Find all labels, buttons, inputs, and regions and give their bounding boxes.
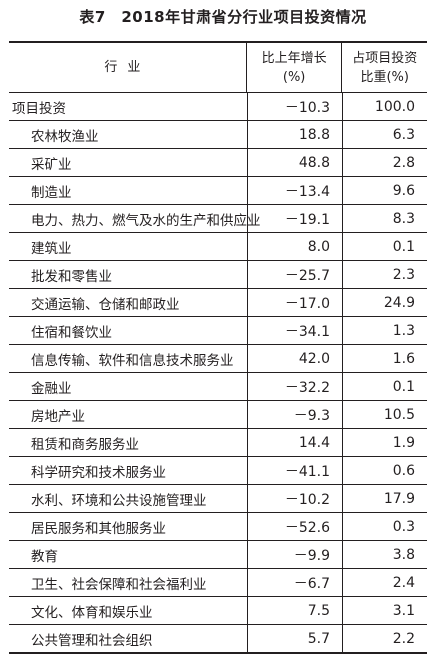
share-value: 2.3 xyxy=(342,261,427,288)
table-row: 科学研究和技术服务业 －41.1 0.6 xyxy=(9,457,427,485)
industry-name: 房地产业 xyxy=(31,408,85,425)
industry-name: 教育 xyxy=(31,548,58,565)
table-title: 表7 2018年甘肃省分行业项目投资情况 xyxy=(79,8,367,26)
share-value: 0.6 xyxy=(342,457,427,484)
table-row: 文化、体育和娱乐业 7.5 3.1 xyxy=(9,597,427,625)
table-row: 交通运输、仓储和邮政业 －17.0 24.9 xyxy=(9,289,427,317)
table-row: 教育 －9.9 3.8 xyxy=(9,541,427,569)
table-row: 农林牧渔业 18.8 6.3 xyxy=(9,121,427,149)
industry-name: 金融业 xyxy=(31,380,72,397)
growth-value: 14.4 xyxy=(247,429,342,456)
industry-name: 采矿业 xyxy=(31,156,72,173)
share-value: 2.8 xyxy=(342,149,427,176)
growth-value: －19.1 xyxy=(247,205,342,232)
header-share-line2: 比重(%) xyxy=(360,69,409,85)
header-growth: 比上年增长 (%) xyxy=(245,43,342,92)
table-row: 项目投资 －10.3 100.0 xyxy=(9,93,427,121)
share-value: 6.3 xyxy=(342,121,427,148)
table-row: 住宿和餐饮业 －34.1 1.3 xyxy=(9,317,427,345)
growth-value: －34.1 xyxy=(247,317,342,344)
growth-value: －41.1 xyxy=(247,457,342,484)
table-row: 房地产业 －9.3 10.5 xyxy=(9,401,427,429)
table-row: 金融业 －32.2 0.1 xyxy=(9,373,427,401)
growth-value: 18.8 xyxy=(247,121,342,148)
growth-value: －9.9 xyxy=(247,541,342,568)
industry-name: 建筑业 xyxy=(31,240,72,257)
header-industry: 行业 xyxy=(104,60,151,75)
growth-value: 8.0 xyxy=(247,233,342,260)
share-value: 10.5 xyxy=(342,401,427,428)
growth-value: －6.7 xyxy=(247,569,342,596)
industry-name: 信息传输、软件和信息技术服务业 xyxy=(31,352,234,369)
industry-name: 居民服务和其他服务业 xyxy=(31,520,166,537)
table-row: 制造业 －13.4 9.6 xyxy=(9,177,427,205)
industry-name: 项目投资 xyxy=(12,100,66,117)
growth-value: －13.4 xyxy=(247,177,342,204)
growth-value: 42.0 xyxy=(247,345,342,372)
share-value: 2.2 xyxy=(342,625,427,652)
share-value: 2.4 xyxy=(342,569,427,596)
growth-value: 7.5 xyxy=(247,597,342,624)
table-row: 采矿业 48.8 2.8 xyxy=(9,149,427,177)
table-row: 建筑业 8.0 0.1 xyxy=(9,233,427,261)
growth-value: －32.2 xyxy=(247,373,342,400)
header-share: 占项目投资 比重(%) xyxy=(341,43,427,92)
growth-value: －25.7 xyxy=(247,261,342,288)
growth-value: 48.8 xyxy=(247,149,342,176)
share-value: 8.3 xyxy=(342,205,427,232)
share-value: 9.6 xyxy=(342,177,427,204)
share-value: 100.0 xyxy=(342,93,427,120)
table-row: 信息传输、软件和信息技术服务业 42.0 1.6 xyxy=(9,345,427,373)
investment-table: 行业 比上年增长 (%) 占项目投资 比重(%) 项目投资 －10.3 100.0 农… xyxy=(9,41,427,654)
table-row: 批发和零售业 －25.7 2.3 xyxy=(9,261,427,289)
industry-name: 住宿和餐饮业 xyxy=(31,324,112,341)
table-row: 租赁和商务服务业 14.4 1.9 xyxy=(9,429,427,457)
growth-value: －10.2 xyxy=(247,485,342,512)
table-row: 电力、热力、燃气及水的生产和供应业 －19.1 8.3 xyxy=(9,205,427,233)
growth-value: －52.6 xyxy=(247,513,342,540)
industry-name: 水利、环境和公共设施管理业 xyxy=(31,492,207,509)
industry-name: 科学研究和技术服务业 xyxy=(31,464,166,481)
industry-name: 农林牧渔业 xyxy=(31,128,99,145)
table-header: 行业 比上年增长 (%) 占项目投资 比重(%) xyxy=(9,43,427,93)
growth-value: －17.0 xyxy=(247,289,342,316)
share-value: 3.1 xyxy=(342,597,427,624)
industry-name: 批发和零售业 xyxy=(31,268,112,285)
share-value: 0.3 xyxy=(342,513,427,540)
table-row: 居民服务和其他服务业 －52.6 0.3 xyxy=(9,513,427,541)
growth-value: －9.3 xyxy=(247,401,342,428)
share-value: 24.9 xyxy=(342,289,427,316)
share-value: 1.9 xyxy=(342,429,427,456)
share-value: 1.3 xyxy=(342,317,427,344)
table-row: 公共管理和社会组织 5.7 2.2 xyxy=(9,625,427,652)
header-growth-line2: (%) xyxy=(282,69,306,85)
industry-name: 公共管理和社会组织 xyxy=(31,632,153,649)
header-share-line1: 占项目投资 xyxy=(352,50,418,66)
growth-value: 5.7 xyxy=(247,625,342,652)
industry-name: 交通运输、仓储和邮政业 xyxy=(31,296,180,313)
table-row: 水利、环境和公共设施管理业 －10.2 17.9 xyxy=(9,485,427,513)
share-value: 0.1 xyxy=(342,233,427,260)
industry-name: 电力、热力、燃气及水的生产和供应业 xyxy=(31,212,261,229)
table-row: 卫生、社会保障和社会福利业 －6.7 2.4 xyxy=(9,569,427,597)
industry-name: 卫生、社会保障和社会福利业 xyxy=(31,576,207,593)
industry-name: 文化、体育和娱乐业 xyxy=(31,604,153,621)
table-body: 项目投资 －10.3 100.0 农林牧渔业 18.8 6.3 采矿业 48.8 2.8 制造业 －… xyxy=(9,93,427,652)
share-value: 0.1 xyxy=(342,373,427,400)
growth-value: －10.3 xyxy=(247,93,342,120)
share-value: 1.6 xyxy=(342,345,427,372)
header-growth-line1: 比上年增长 xyxy=(261,50,327,66)
industry-name: 制造业 xyxy=(31,184,72,201)
industry-name: 租赁和商务服务业 xyxy=(31,436,139,453)
share-value: 3.8 xyxy=(342,541,427,568)
share-value: 17.9 xyxy=(342,485,427,512)
